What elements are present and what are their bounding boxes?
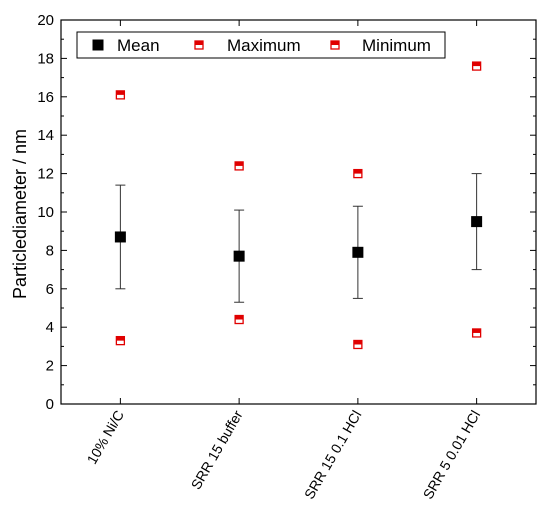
point-mean-shape: [471, 216, 483, 228]
point-mean: [471, 216, 483, 228]
point-mean: [352, 246, 364, 258]
y-tick-label: 8: [46, 242, 54, 259]
legend-marker-maximum: [194, 40, 204, 50]
x-category-label: 10% Ni/C: [84, 408, 127, 467]
legend-label-minimum: Minimum: [362, 36, 431, 55]
y-tick-label: 6: [46, 281, 54, 298]
legend-label-mean: Mean: [117, 36, 160, 55]
y-tick-label: 10: [37, 204, 54, 221]
legend-marker-mean: [92, 39, 104, 51]
point-mean-shape: [352, 246, 364, 258]
legend: Mean Maximum Minimum: [76, 31, 446, 59]
y-tick-label: 20: [37, 12, 54, 29]
point-maximum: [353, 168, 363, 179]
plot-frame: [60, 19, 537, 405]
point-minimum: [353, 339, 363, 350]
point-maximum-fill: [472, 62, 481, 67]
y-tick-label: 14: [37, 127, 54, 144]
point-minimum: [234, 314, 244, 325]
point-mean-shape: [233, 250, 245, 262]
legend-box: [76, 31, 446, 59]
point-mean-shape: [114, 231, 126, 243]
legend-marker-mean-shape: [92, 39, 104, 51]
point-minimum-fill: [235, 315, 244, 320]
y-tick-label: 18: [37, 50, 54, 67]
legend-label-maximum: Maximum: [227, 36, 301, 55]
x-axis: 10% Ni/C SRR 15 buffer SRR 15 0.1 HCl SRR 5…: [84, 20, 484, 502]
y-axis-label: Particlediameter / nm: [10, 129, 30, 299]
point-mean: [114, 231, 126, 243]
point-minimum-fill: [116, 336, 125, 341]
y-tick-label: 2: [46, 358, 54, 375]
x-category-label: SRR 15 0.1 HCl: [301, 408, 365, 502]
point-maximum-fill: [353, 169, 362, 174]
legend-marker-minimum: [330, 40, 340, 50]
legend-marker-minimum-fill: [331, 41, 339, 45]
point-minimum-fill: [353, 340, 362, 345]
point-maximum: [115, 90, 126, 100]
y-tick-label: 12: [37, 166, 54, 183]
y-tick-label: 16: [37, 89, 54, 106]
point-mean: [233, 250, 245, 262]
point-minimum-fill: [472, 328, 481, 333]
y-axis: 0 2 4 6 8 10 12 14 16 18 20: [37, 12, 536, 413]
point-maximum: [234, 161, 244, 171]
point-maximum-fill: [235, 161, 244, 166]
x-category-label: SRR 5 0.01 HCl: [420, 408, 484, 502]
point-minimum: [115, 335, 126, 346]
plot-area: [60, 19, 537, 405]
x-category-label: SRR 15 buffer: [188, 407, 246, 492]
point-maximum: [471, 61, 482, 71]
legend-marker-maximum-fill: [195, 41, 203, 45]
data-marks: [114, 61, 483, 350]
y-tick-label: 4: [46, 319, 54, 336]
y-tick-label: 0: [46, 396, 54, 413]
point-maximum-fill: [116, 90, 125, 95]
point-minimum: [471, 328, 482, 338]
